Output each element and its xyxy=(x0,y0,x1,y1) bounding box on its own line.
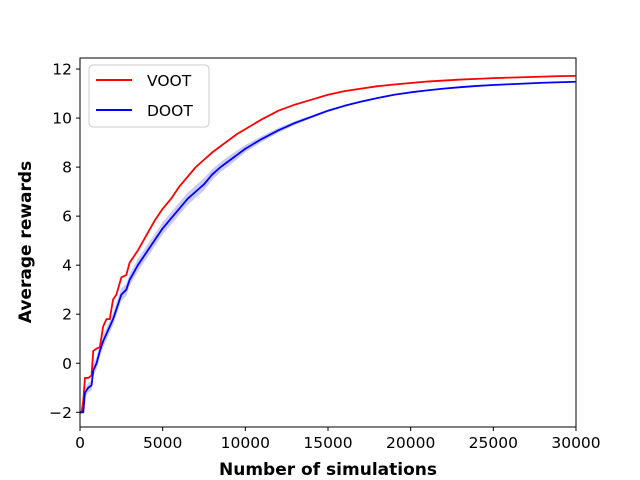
x-tick-label: 30000 xyxy=(551,434,600,452)
y-axis-ticks: −2 0 2 4 6 8 10 12 xyxy=(49,61,80,422)
x-tick-label: 5000 xyxy=(143,434,182,452)
y-tick-label: 10 xyxy=(52,110,72,128)
y-axis-label: Average rewards xyxy=(16,161,36,323)
legend: VOOT DOOT xyxy=(88,64,210,128)
x-tick-label: 25000 xyxy=(469,434,518,452)
y-tick-label: 4 xyxy=(62,257,72,275)
confidence-bands xyxy=(80,81,576,414)
series-lines xyxy=(80,75,577,414)
x-axis-ticks: 0 5000 10000 15000 20000 25000 30000 xyxy=(75,427,601,452)
x-axis-label: Number of simulations xyxy=(219,460,437,480)
y-tick-label: −2 xyxy=(49,404,72,422)
y-tick-label: 8 xyxy=(62,159,72,177)
x-tick-label: 15000 xyxy=(303,434,352,452)
y-tick-label: 0 xyxy=(62,355,72,373)
legend-label-doot: DOOT xyxy=(147,102,193,120)
x-tick-label: 20000 xyxy=(386,434,435,452)
series-line-doot xyxy=(80,80,577,414)
x-tick-label: 0 xyxy=(75,434,85,452)
legend-label-voot: VOOT xyxy=(147,72,192,90)
y-tick-label: 6 xyxy=(62,208,72,226)
x-tick-label: 10000 xyxy=(221,434,270,452)
y-tick-label: 12 xyxy=(52,61,72,79)
series-line-voot xyxy=(80,75,577,414)
confidence-band-doot xyxy=(80,81,576,414)
y-tick-label: 2 xyxy=(62,306,72,324)
